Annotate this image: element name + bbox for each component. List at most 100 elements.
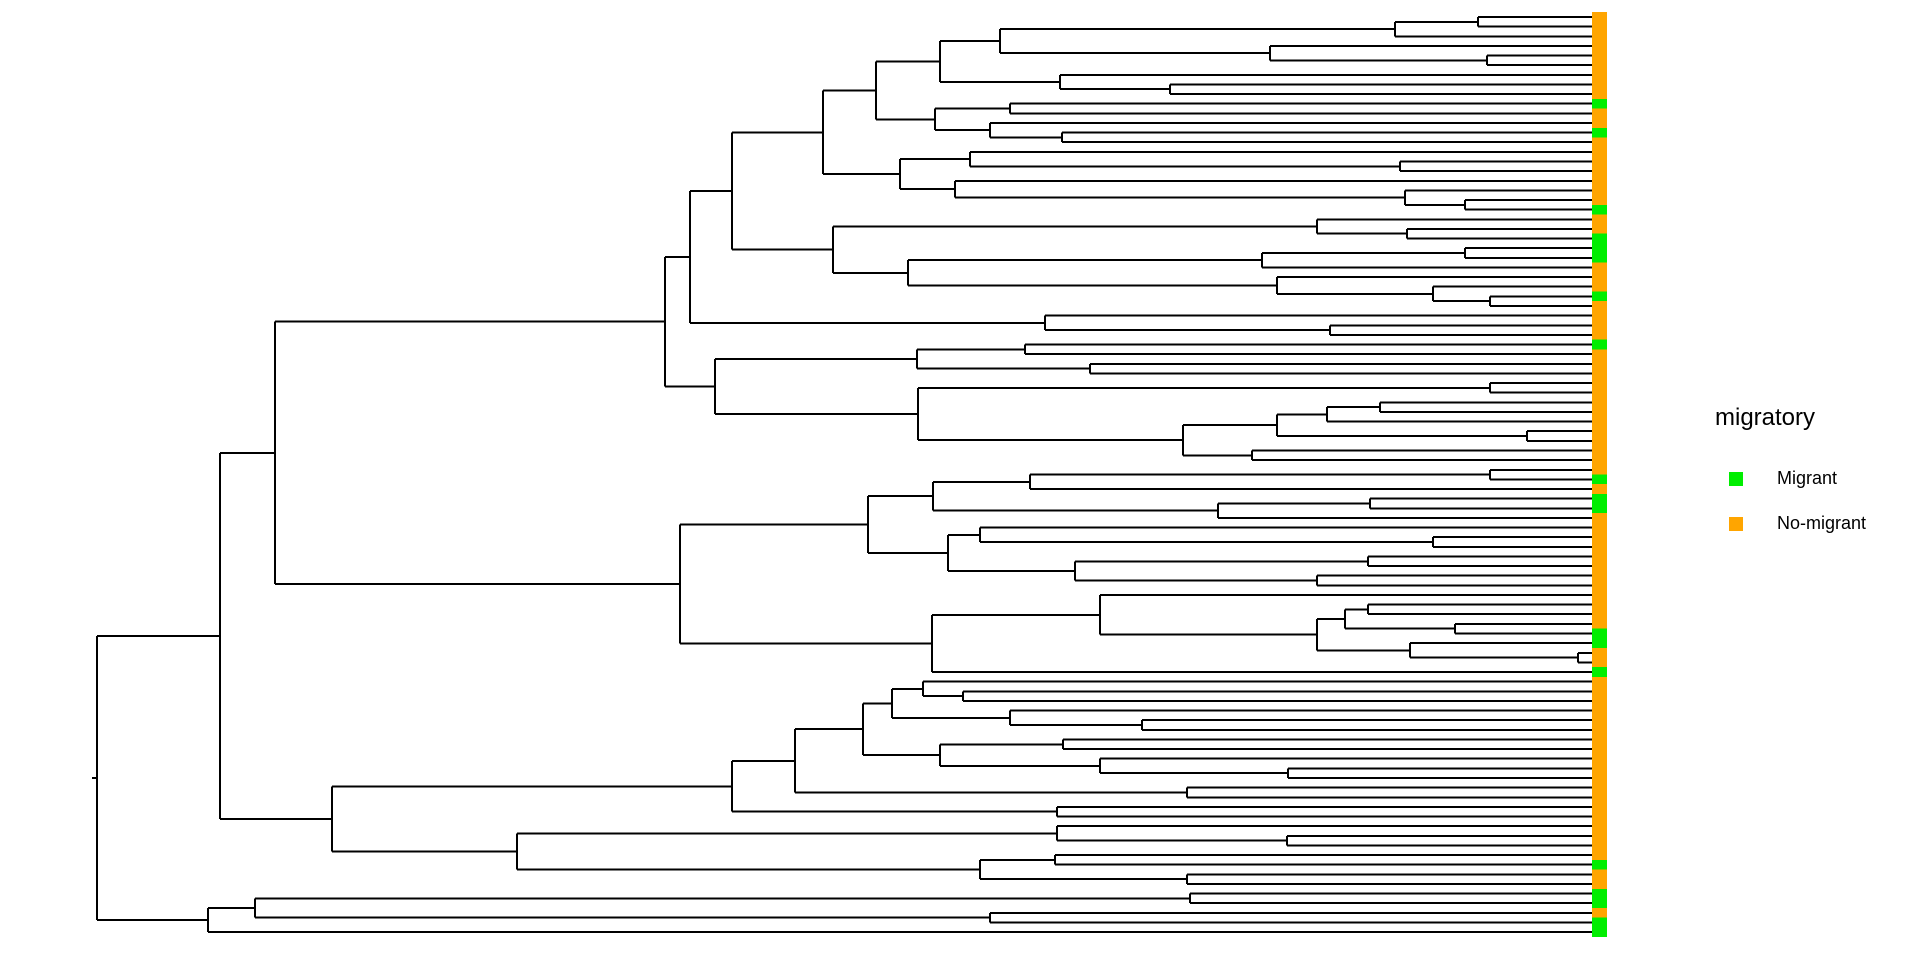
tip-state-strip-segment <box>1592 464 1607 475</box>
tip-state-strip-segment <box>1592 224 1607 234</box>
tip-state-strip-segment <box>1592 859 1607 870</box>
tip-state-strip-segment <box>1592 204 1607 215</box>
tip-state-strip-segment <box>1592 532 1607 542</box>
tip-state-strip-segment <box>1592 753 1607 764</box>
tip-state-strip-segment <box>1592 349 1607 359</box>
tip-state-strip-segment <box>1592 455 1607 465</box>
tip-state-strip-segment <box>1592 474 1607 485</box>
tip-state-strip-segment <box>1592 657 1607 668</box>
tip-state-strip-segment <box>1592 763 1607 774</box>
tip-state-strip-segment <box>1592 782 1607 793</box>
tip-state-strip-segment <box>1592 368 1607 379</box>
tip-state-strip-segment <box>1592 378 1607 388</box>
tip-state-strip-segment <box>1592 416 1607 427</box>
legend-label-migrant: Migrant <box>1777 468 1838 488</box>
tip-state-strip-segment <box>1592 561 1607 571</box>
tip-state-strip-segment <box>1592 31 1607 42</box>
tip-state-strip-segment <box>1592 358 1607 369</box>
tip-state-strip-segment <box>1592 773 1607 783</box>
tip-state-strip-segment <box>1592 484 1607 494</box>
tip-state-strip-segment <box>1592 667 1607 677</box>
tip-state-strip-segment <box>1592 551 1607 562</box>
tip-state-strip-segment <box>1592 281 1607 292</box>
tip-state-strip-segment <box>1592 98 1607 109</box>
tip-state-strip-segment <box>1592 214 1607 225</box>
tip-state-strip-segment <box>1592 89 1607 99</box>
tip-state-strip-segment <box>1592 850 1607 860</box>
tip-state-strip-segment <box>1592 590 1607 600</box>
tip-state-strip-segment <box>1592 869 1607 880</box>
tip-state-strip-segment <box>1592 233 1607 244</box>
legend: migratory Migrant No-migrant <box>1713 404 1866 546</box>
tip-state-strip-segment <box>1592 522 1607 533</box>
tip-state-strip-segment <box>1592 609 1607 620</box>
tip-state-strip-segment <box>1592 734 1607 745</box>
tip-state-strip-segment <box>1592 272 1607 282</box>
tip-state-strip-segment <box>1592 927 1607 937</box>
tip-state-strip-segment <box>1592 888 1607 899</box>
tip-state-strip-segment <box>1592 21 1607 32</box>
legend-item-migrant: Migrant <box>1713 456 1866 501</box>
legend-key-migrant-swatch <box>1729 471 1743 486</box>
tip-state-strip-segment <box>1592 185 1607 196</box>
tip-state-strip-segment <box>1592 725 1607 735</box>
tip-state-strip-segment <box>1592 647 1607 658</box>
tip-state-strip-segment <box>1592 917 1607 928</box>
tip-state-strip-segment <box>1592 898 1607 909</box>
tip-state-strip-segment <box>1592 715 1607 726</box>
tip-state-strip-segment <box>1592 320 1607 331</box>
tip-state-strip-segment <box>1592 175 1607 186</box>
tip-state-strip-segment <box>1592 108 1607 119</box>
tip-state-strip-segment <box>1592 792 1607 803</box>
tip-state-strip-segment <box>1592 908 1607 918</box>
tip-state-strip-segment <box>1592 147 1607 157</box>
tip-state-strip-segment <box>1592 676 1607 687</box>
tip-state-strip-segment <box>1592 262 1607 273</box>
tip-state-strip-segment <box>1592 301 1607 311</box>
tip-state-strip-segment <box>1592 243 1607 254</box>
tip-state-strip-segment <box>1592 705 1607 716</box>
tip-state-strip-segment <box>1592 840 1607 851</box>
legend-item-no-migrant: No-migrant <box>1713 501 1866 546</box>
tip-state-strip-segment <box>1592 397 1607 408</box>
tip-state-strip-segment <box>1592 696 1607 706</box>
tip-state-strip-segment <box>1592 156 1607 167</box>
tip-state-strip-segment <box>1592 339 1607 350</box>
tip-state-strip-segment <box>1592 195 1607 205</box>
tip-state-strip-segment <box>1592 541 1607 552</box>
tip-state-strip-segment <box>1592 638 1607 648</box>
tip-state-strip-segment <box>1592 166 1607 176</box>
tip-state-strip-segment <box>1592 41 1607 51</box>
tip-state-strip-segment <box>1592 744 1607 754</box>
tip-state-strip-segment <box>1592 436 1607 446</box>
tip-state-strip-segment <box>1592 513 1607 523</box>
tip-state-strip-segment <box>1592 12 1607 22</box>
tip-state-strip-segment <box>1592 291 1607 302</box>
tip-state-strip-segment <box>1592 628 1607 639</box>
legend-key-no-migrant-swatch <box>1729 516 1743 531</box>
tip-state-strip-segment <box>1592 69 1607 80</box>
tip-state-strip-segment <box>1592 570 1607 581</box>
tip-state-strip-segment <box>1592 330 1607 340</box>
tip-state-strip-segment <box>1592 426 1607 437</box>
tip-state-strip-segment <box>1592 821 1607 831</box>
tip-state-strip-segment <box>1592 599 1607 610</box>
tip-state-strip-segment <box>1592 619 1607 629</box>
tip-state-strip-segment <box>1592 50 1607 61</box>
tip-state-strip-segment <box>1592 387 1607 398</box>
tip-state-strip-segment <box>1592 580 1607 591</box>
tip-state-strip-segment <box>1592 503 1607 514</box>
legend-label-no-migrant: No-migrant <box>1777 513 1867 533</box>
tip-state-strip-segment <box>1592 879 1607 889</box>
tip-state-strip-segment <box>1592 407 1607 417</box>
tip-state-strip-segment <box>1592 137 1607 148</box>
tip-state-strip-segment <box>1592 310 1607 321</box>
tip-state-strip-segment <box>1592 811 1607 822</box>
tip-state-strip-segment <box>1592 127 1607 138</box>
tip-state-strip-segment <box>1592 802 1607 812</box>
tip-state-strip-segment <box>1592 118 1607 128</box>
tip-state-strip-segment <box>1592 60 1607 70</box>
tip-state-strip-segment <box>1592 253 1607 263</box>
